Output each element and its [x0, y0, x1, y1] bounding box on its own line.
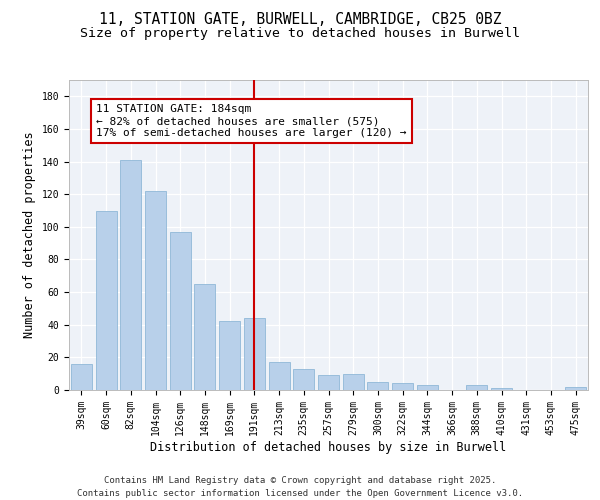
Bar [145, 191, 166, 390]
Bar [491, 388, 512, 390]
Text: Contains HM Land Registry data © Crown copyright and database right 2025.
Contai: Contains HM Land Registry data © Crown c… [77, 476, 523, 498]
Bar [244, 318, 265, 390]
Bar [417, 385, 438, 390]
Text: 11, STATION GATE, BURWELL, CAMBRIDGE, CB25 0BZ: 11, STATION GATE, BURWELL, CAMBRIDGE, CB… [99, 12, 501, 28]
Bar [71, 364, 92, 390]
Bar [95, 210, 116, 390]
Bar [293, 369, 314, 390]
Bar [318, 376, 339, 390]
Bar [343, 374, 364, 390]
Bar [120, 160, 141, 390]
Bar [194, 284, 215, 390]
Bar [269, 362, 290, 390]
Bar [466, 385, 487, 390]
Y-axis label: Number of detached properties: Number of detached properties [23, 132, 36, 338]
Bar [392, 384, 413, 390]
Bar [367, 382, 388, 390]
Text: 11 STATION GATE: 184sqm
← 82% of detached houses are smaller (575)
17% of semi-d: 11 STATION GATE: 184sqm ← 82% of detache… [96, 104, 407, 138]
Bar [565, 386, 586, 390]
X-axis label: Distribution of detached houses by size in Burwell: Distribution of detached houses by size … [151, 440, 506, 454]
Text: Size of property relative to detached houses in Burwell: Size of property relative to detached ho… [80, 28, 520, 40]
Bar [219, 322, 240, 390]
Bar [170, 232, 191, 390]
